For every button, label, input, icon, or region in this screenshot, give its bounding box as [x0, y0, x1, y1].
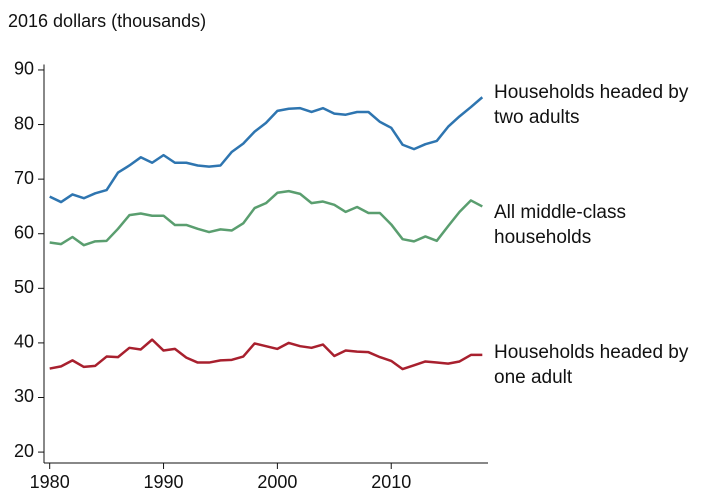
y-tick-label: 50 [14, 277, 34, 297]
y-tick-label: 70 [14, 168, 34, 188]
series-label: All middle-class households [494, 202, 626, 248]
y-tick-label: 80 [14, 113, 34, 133]
series-line [49, 189, 483, 247]
series-line [49, 338, 483, 371]
series-label: Households headed by two adults [494, 82, 689, 128]
y-tick-label: 30 [14, 386, 34, 406]
x-tick-label: 2010 [371, 472, 411, 492]
y-tick-label: 90 [14, 59, 34, 79]
y-tick-label: 60 [14, 222, 34, 242]
y-axis-label: 2016 dollars (thousands) [8, 11, 206, 31]
x-tick-label: 1980 [30, 472, 70, 492]
series-label: Households headed by one adult [494, 342, 689, 388]
y-tick-label: 20 [14, 441, 34, 461]
x-tick-label: 2000 [257, 472, 297, 492]
y-tick-label: 40 [14, 332, 34, 352]
x-tick-label: 1990 [144, 472, 184, 492]
series-line [49, 96, 484, 204]
